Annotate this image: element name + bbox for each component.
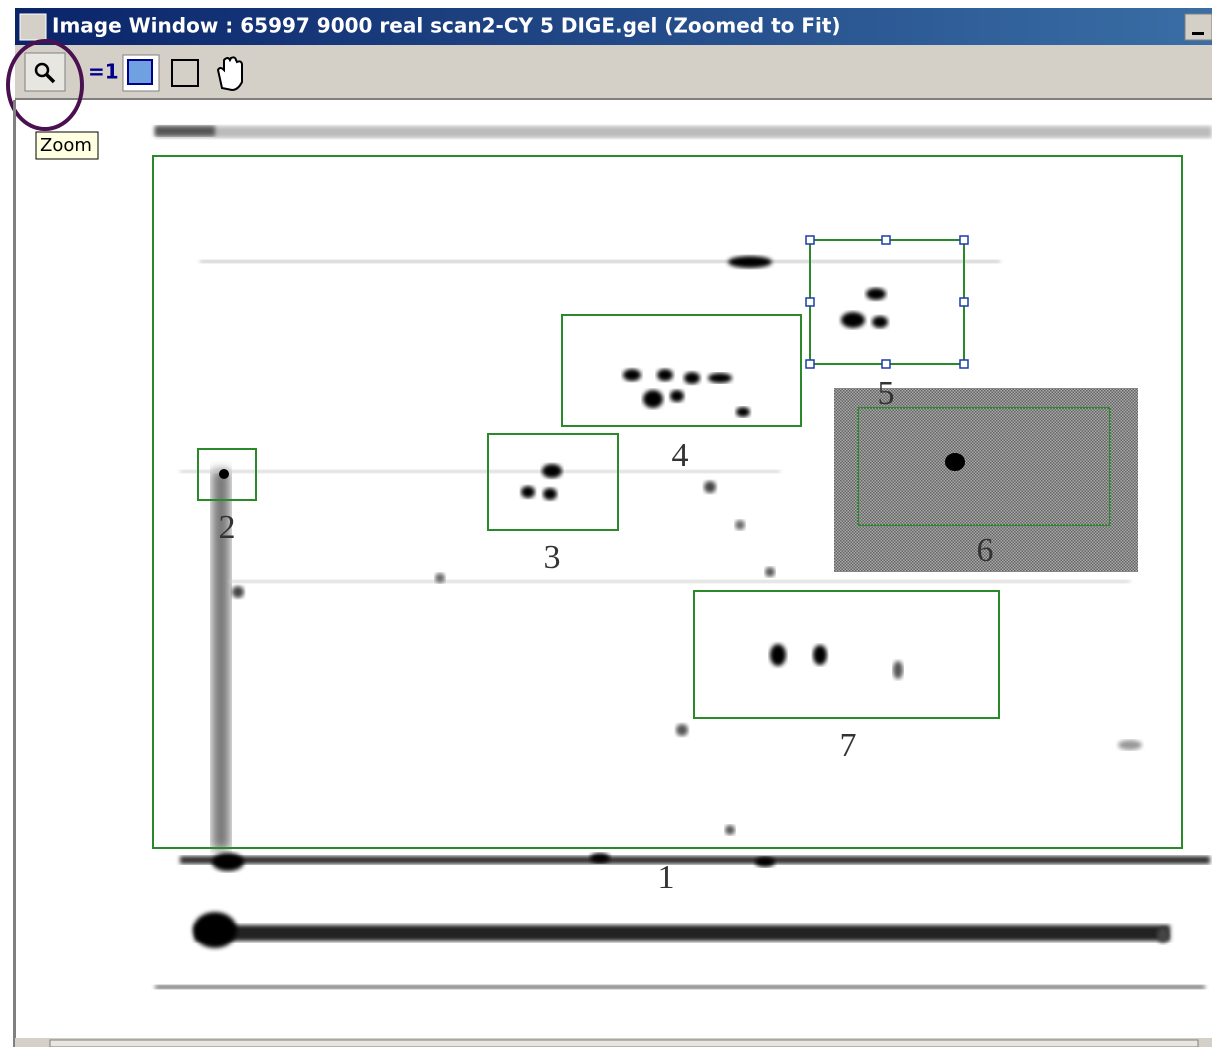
scroll-thumb[interactable] — [50, 1040, 1198, 1047]
window-icon — [20, 14, 46, 40]
tooltip-text: Zoom — [40, 135, 92, 156]
region-label: 4 — [672, 437, 689, 474]
region-label: 2 — [219, 509, 236, 546]
region-box[interactable] — [562, 315, 801, 426]
minimize-button[interactable] — [1185, 14, 1212, 40]
selection-handles — [806, 236, 968, 368]
region-label: 7 — [840, 727, 857, 764]
region-box[interactable] — [694, 591, 999, 718]
image-window: Image Window : 65997 9000 real scan2-CY … — [0, 0, 1212, 1047]
window-title: Image Window : 65997 9000 real scan2-CY … — [52, 14, 841, 38]
region-label: 5 — [878, 375, 895, 412]
actual-size-button[interactable]: =1 — [88, 60, 119, 84]
region-box[interactable] — [488, 434, 618, 530]
region-label: 6 — [977, 532, 994, 569]
region-label: 3 — [544, 539, 561, 576]
toolbar — [15, 45, 1212, 100]
minimize-glyph — [1192, 32, 1204, 35]
region-label: 1 — [658, 859, 675, 896]
region-box-selected[interactable] — [810, 240, 964, 364]
regions — [153, 156, 1182, 848]
zoom-button[interactable] — [25, 53, 65, 91]
